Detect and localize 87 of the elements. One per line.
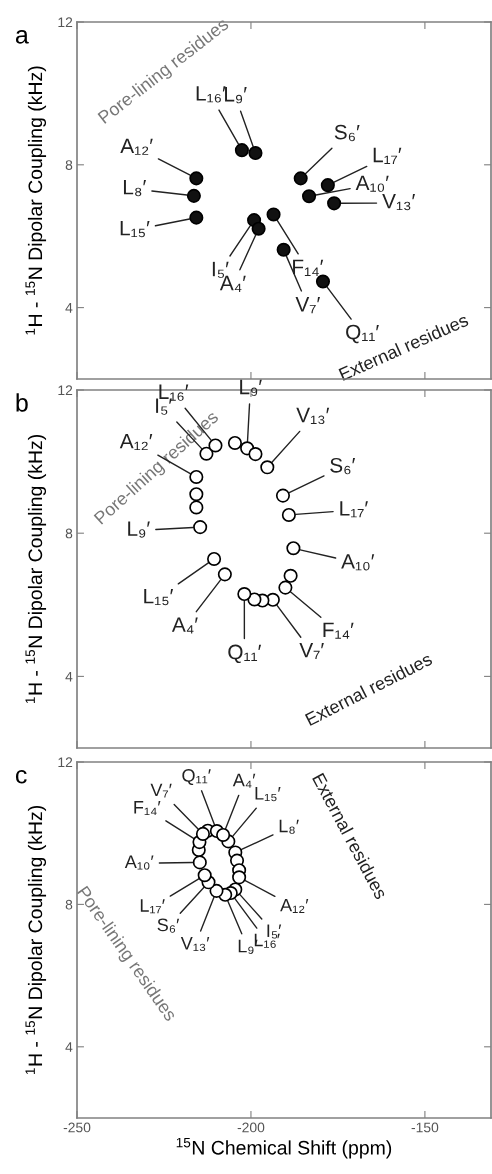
annotation: L₈′ [279,819,299,834]
point [248,145,263,161]
y-tick-label: 12 [58,17,73,28]
annotation: F₁₄′ [293,259,324,276]
point [251,221,266,236]
point [260,460,275,475]
annotation: L₁₆′ [196,86,226,103]
point [189,500,204,515]
point [278,580,293,595]
annotation: L₁₅′ [120,221,150,238]
point [276,242,291,257]
annotation: L₁₇′ [140,899,165,914]
point [192,855,207,870]
point [286,541,301,556]
chart-title: a [15,29,29,44]
y-tick-label: 12 [58,385,73,396]
x-tick-label: -200 [237,1122,265,1133]
point [189,469,204,485]
annotation: A₁₂′ [119,433,153,451]
annotation: A₄′ [171,617,198,634]
annotation: A₄′ [232,773,256,788]
annotation: Q₁₁′ [182,769,211,786]
chart-title: c [15,769,27,784]
point [197,868,212,883]
annotation: L₁₅′ [144,588,174,606]
annotation: A₁₂′ [280,898,309,913]
point [234,143,249,158]
annotation: V₁₃′ [382,194,416,211]
point [315,274,331,289]
point [227,435,242,451]
annotation: L₉′ [240,379,262,397]
annotation: A₁₂′ [120,138,153,155]
point [217,567,232,582]
annotation: V₇′ [299,642,324,660]
point [195,826,210,841]
point [327,196,342,211]
annotation: V₁₃′ [296,407,330,425]
y-axis-title: $^{1}$H - $^{15}$N Dipolar Coupling (kHz) [25,805,47,1075]
point [320,178,335,193]
annotation: L₁₇′ [373,147,402,164]
point [266,207,281,222]
annotation: V₇′ [150,783,172,798]
point [275,488,291,503]
annotation: Q₁₁′ [346,324,379,344]
annotation: L₉′ [225,87,247,104]
y-tick-label: 8 [65,899,73,910]
y-tick-label: 8 [65,160,73,170]
annotation: L₁₇′ [340,501,368,518]
point [302,189,317,204]
annotation: F₁₄′ [323,622,354,639]
annotation: V₇′ [295,297,320,314]
point [237,587,252,602]
annotation: Q₁₁′ [228,644,262,664]
annotation: S₆′ [157,918,180,933]
point [193,520,208,535]
point [216,827,231,843]
point [189,210,204,225]
y-tick-label: 4 [65,671,73,682]
x-axis-title: $^{15}$N Chemical Shift (ppm) [176,1137,392,1159]
point [207,551,222,567]
annotation: F₁₄′ [134,801,161,815]
point [186,188,201,203]
y-tick-label: 8 [65,528,73,539]
chart-title: b [16,393,28,412]
annotation: A₁₀′ [355,175,389,192]
y-tick-label: 4 [65,1042,73,1052]
point [283,568,298,583]
point [189,171,204,186]
x-tick-label: -150 [411,1122,439,1133]
point [293,171,308,186]
y-tick-label: 12 [58,757,73,768]
annotation: A₁₀′ [124,855,154,870]
point [209,883,224,898]
annotation: L₈′ [123,179,146,197]
point [232,870,247,885]
point [248,447,263,462]
point [281,507,296,522]
annotation: S₆′ [330,457,356,475]
annotation: V₁₃′ [180,937,210,952]
annotation: S₆′ [334,124,360,142]
y-tick-label: 4 [65,303,73,313]
annotation: L₁₅′ [255,787,281,802]
y-axis-title: $^{1}$H - $^{15}$N Dipolar Coupling (kHz) [25,66,47,335]
y-axis-title: $^{1}$H - $^{15}$N Dipolar Coupling (kHz) [25,434,47,704]
point [189,487,204,502]
annotation: A₁₀′ [341,554,375,571]
x-tick-label: -250 [63,1122,91,1133]
